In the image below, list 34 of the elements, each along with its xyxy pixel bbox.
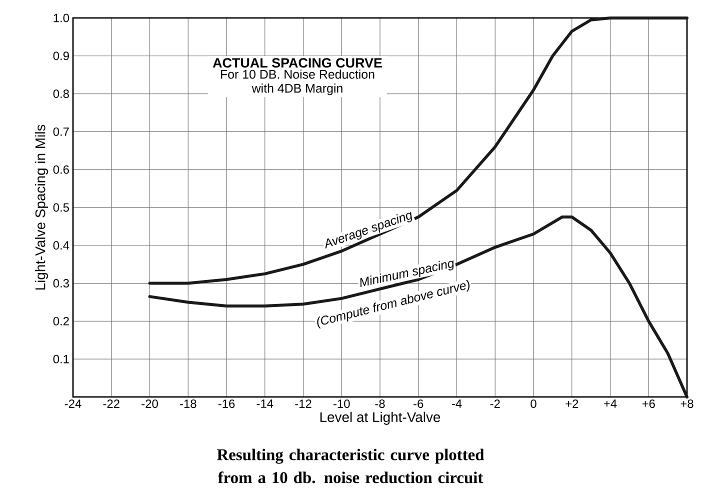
y-tick-label: 0.7 (53, 127, 69, 136)
x-tick-label: +6 (642, 400, 655, 408)
y-tick-label: 0.5 (53, 203, 69, 212)
x-tick-label: -12 (295, 400, 312, 408)
x-tick-label: +2 (566, 400, 578, 408)
x-tick-label: -14 (256, 400, 274, 408)
x-tick-label: -16 (218, 400, 235, 408)
text: ACTUAL SPACING CURVE (212, 58, 382, 68)
x-tick-label: -10 (334, 400, 350, 408)
x-tick-label: +8 (680, 400, 694, 408)
y-tick-label: 0.8 (53, 90, 69, 98)
y-tick-label: 0.4 (53, 241, 70, 250)
text: Minimum spacing (360, 260, 454, 287)
text: For 10 DB. Noise Reduction with 4DB Margin (220, 70, 374, 96)
x-tick-label: -2 (490, 400, 500, 408)
x-tick-label: -24 (64, 400, 82, 408)
x-tick-label: -8 (375, 400, 385, 408)
y-tick-label: 0.1 (53, 354, 69, 364)
x-tick-label: +4 (604, 400, 617, 408)
text: Average spacing (325, 212, 412, 249)
x-tick-label: 0 (530, 400, 536, 408)
x-tick-label: -22 (103, 400, 120, 408)
x-tick-label: -4 (452, 400, 462, 408)
text: Resulting characteristic curve plotted from a 10 db. noise reduction circuit (217, 448, 484, 484)
y-axis-title: Light-Valve Spacing in Mils (35, 124, 48, 290)
x-tick-label: -20 (142, 400, 158, 408)
x-tick-label: -18 (180, 400, 196, 408)
y-tick-label: 0.6 (53, 165, 69, 174)
y-tick-label: 0.9 (53, 52, 69, 60)
y-tick-label: 0.2 (53, 316, 69, 326)
x-tick-label: -6 (414, 400, 424, 408)
y-tick-label: 1.0 (54, 14, 70, 22)
x-axis-title: Level at Light-Valve (320, 412, 440, 425)
y-tick-label: 0.3 (53, 279, 69, 288)
